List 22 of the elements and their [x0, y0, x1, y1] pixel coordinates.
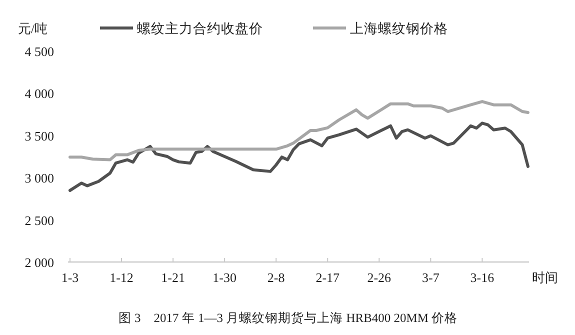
y-tick-label: 3 000 — [24, 170, 54, 186]
legend-label: 上海螺纹钢价格 — [350, 21, 448, 36]
y-tick-label: 2 000 — [24, 255, 54, 270]
x-tick-label: 3-16 — [470, 270, 495, 285]
x-tick-label: 2-26 — [367, 270, 392, 285]
y-axis-title: 元/吨 — [18, 21, 48, 36]
legend-label: 螺纹主力合约收盘价 — [137, 21, 263, 36]
x-tick-label: 3-7 — [422, 270, 440, 285]
x-axis-title: 时间 — [532, 270, 558, 285]
x-tick-label: 2-8 — [267, 270, 285, 285]
x-tick-label: 1-12 — [110, 270, 134, 285]
x-tick-label: 1-30 — [212, 270, 236, 285]
line-series — [68, 122, 530, 192]
y-tick-label: 2 500 — [24, 212, 54, 228]
y-tick-label: 4 500 — [24, 44, 54, 59]
x-tick-label: 2-17 — [316, 270, 340, 285]
y-tick-label: 3 500 — [24, 128, 54, 144]
x-tick-label: 1-21 — [161, 270, 185, 285]
x-tick-label: 1-3 — [61, 270, 79, 285]
y-tick-label: 4 000 — [24, 86, 54, 102]
line-series — [68, 100, 530, 162]
caption: 图 3 2017 年 1—3 月螺纹钢期货与上海 HRB400 20MM 价格 — [118, 311, 458, 325]
